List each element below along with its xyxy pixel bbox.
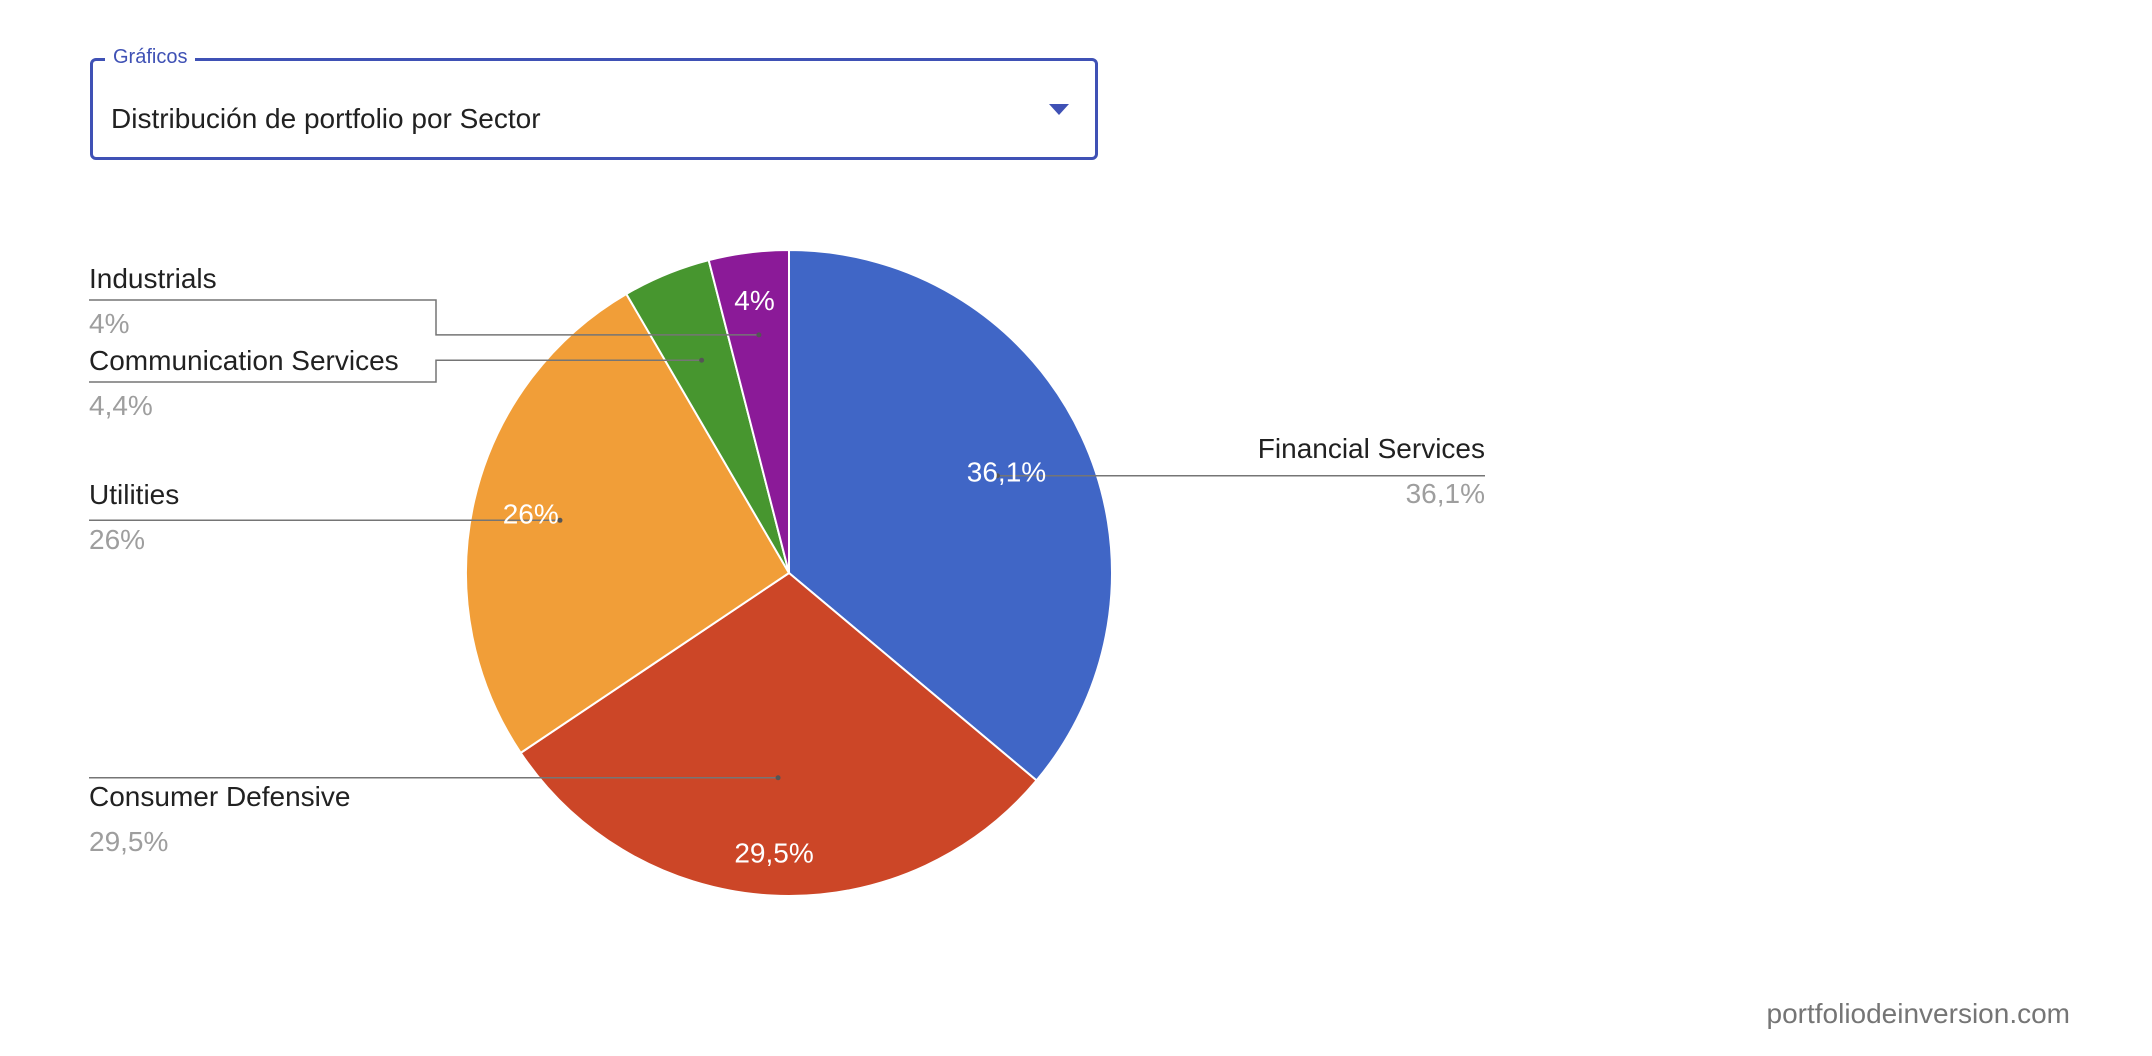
- leader-anchor-dot: [994, 473, 1000, 479]
- category-percent-label: 26%: [89, 524, 145, 555]
- category-label: Consumer Defensive: [89, 781, 350, 812]
- chart-type-select[interactable]: Gráficos Distribución de portfolio por S…: [90, 43, 1098, 160]
- pie-slice-consumer-defensive[interactable]: [519, 571, 1038, 897]
- pie-slice-industrials[interactable]: [707, 248, 790, 574]
- category-percent-label: 4,4%: [89, 390, 153, 421]
- leader-anchor-dot: [557, 517, 563, 523]
- leader-anchor-dot: [699, 357, 705, 363]
- slice-percent-label: 36,1%: [967, 456, 1046, 487]
- leader-line: [89, 359, 702, 383]
- slice-percent-label: 4%: [734, 285, 774, 316]
- category-label: Financial Services: [1258, 433, 1485, 464]
- category-percent-label: 36,1%: [1406, 478, 1485, 509]
- leader-line: [89, 299, 759, 336]
- leader-anchor-dot: [756, 332, 762, 338]
- chevron-down-icon: [1049, 104, 1069, 115]
- slice-percent-label: 26%: [503, 499, 559, 530]
- category-percent-label: 4%: [89, 308, 129, 339]
- category-label: Utilities: [89, 479, 179, 510]
- category-label: Communication Services: [89, 345, 399, 376]
- pie-slice-financial-services[interactable]: [788, 248, 1114, 782]
- site-watermark: portfoliodeinversion.com: [1766, 998, 2071, 1029]
- category-percent-label: 29,5%: [89, 826, 168, 857]
- category-label: Industrials: [89, 263, 217, 294]
- slice-percent-label: 29,5%: [734, 838, 813, 869]
- leader-anchor-dot: [775, 775, 781, 781]
- select-legend-label: Gráficos: [105, 43, 196, 71]
- select-current-value: Distribución de portfolio por Sector: [111, 103, 541, 134]
